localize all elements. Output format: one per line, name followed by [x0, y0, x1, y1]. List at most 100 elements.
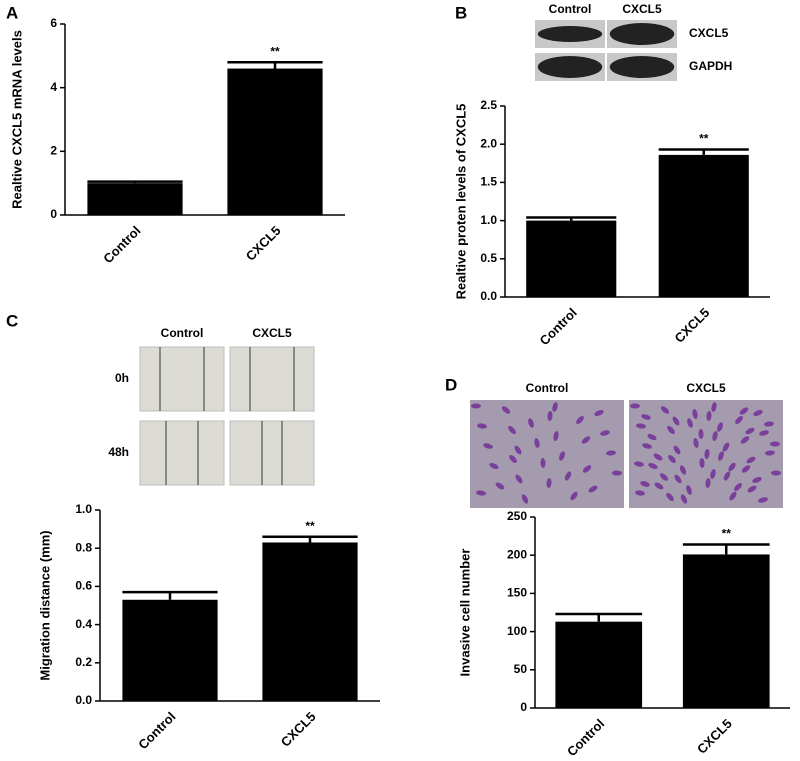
cell [747, 485, 757, 493]
cell [739, 407, 749, 415]
significance: ** [722, 527, 732, 541]
cell [553, 431, 559, 441]
cell [667, 425, 675, 435]
cell [687, 418, 693, 428]
cell [765, 450, 775, 456]
x-tick-label: CXCL5 [694, 716, 735, 757]
y-tick-label: 6 [50, 16, 57, 30]
error-bar [87, 180, 183, 184]
x-tick-label: Control [135, 709, 178, 752]
cell [653, 453, 663, 461]
image-column-label: CXCL5 [686, 381, 726, 395]
cell [741, 465, 751, 473]
cell [606, 450, 616, 456]
panel-label: C [6, 311, 18, 330]
cell [477, 423, 487, 429]
cell [686, 485, 692, 495]
cell [514, 445, 522, 455]
blot-band [609, 23, 675, 45]
blot-band [609, 56, 675, 78]
cell [552, 402, 558, 412]
cell [570, 491, 578, 501]
y-tick-label: 2.5 [480, 98, 497, 112]
cell [712, 431, 718, 441]
y-tick-label: 250 [507, 509, 527, 523]
panel: C 0.0 0.2 0.4 0.6 0.8 1.0 Migration distance (m… [6, 311, 380, 752]
y-tick-label: 2.0 [480, 136, 497, 150]
bar [87, 183, 183, 215]
y-tick-label: 0 [50, 207, 57, 221]
image-row-label: 0h [115, 371, 129, 385]
wound-image [139, 346, 225, 412]
image-column-label: Control [526, 381, 569, 395]
cell [540, 458, 546, 468]
y-tick-label: 0.4 [75, 617, 92, 631]
cell [521, 494, 529, 504]
cell [723, 471, 731, 481]
cell [476, 490, 486, 496]
cell [706, 411, 712, 421]
cell [634, 461, 644, 467]
cell [495, 482, 505, 490]
cell [588, 485, 598, 493]
y-tick-label: 1.0 [480, 213, 497, 227]
bar [227, 68, 323, 215]
cell [559, 451, 565, 461]
cell [711, 402, 717, 412]
cell [666, 492, 674, 502]
cell [636, 423, 646, 429]
blot-band [537, 26, 603, 42]
cell [698, 429, 704, 439]
y-tick-label: 50 [514, 662, 528, 676]
cell [699, 458, 705, 468]
cell [501, 406, 511, 414]
image-column-label: Control [549, 2, 592, 16]
panel: B 0.0 0.5 1.0 1.5 2.0 2.5 Realtive proten level… [453, 2, 770, 348]
cell [635, 490, 645, 496]
cell [680, 494, 688, 504]
cell [722, 442, 730, 452]
cell [508, 425, 516, 435]
y-tick-label: 150 [507, 586, 527, 600]
cell [630, 403, 640, 409]
panel-label: A [6, 3, 18, 22]
wound-image [229, 346, 315, 412]
cell [647, 433, 657, 441]
cell [642, 443, 652, 449]
cell [692, 409, 698, 419]
cell [582, 465, 592, 473]
cell [515, 474, 523, 484]
cell [672, 416, 680, 426]
cell [746, 456, 756, 464]
cell [728, 462, 736, 472]
cell [718, 451, 724, 461]
y-axis-label: Invasive cell number [457, 549, 472, 677]
significance: ** [305, 519, 315, 533]
cell [640, 481, 650, 487]
x-tick-label: Control [564, 716, 607, 759]
y-tick-label: 0.2 [75, 655, 92, 669]
bar [262, 542, 358, 701]
bar [526, 220, 617, 297]
image-row-label: CXCL5 [689, 26, 729, 40]
cell [679, 465, 687, 475]
cell [771, 470, 781, 476]
y-tick-label: 0.0 [75, 693, 92, 707]
bar [658, 154, 749, 297]
cell [668, 454, 676, 464]
cell [547, 411, 553, 421]
y-tick-label: 200 [507, 547, 527, 561]
y-tick-label: 0.6 [75, 579, 92, 593]
y-axis-label: Realtive CXCL5 mRNA levels [9, 30, 24, 209]
cell [528, 418, 534, 428]
y-tick-label: 100 [507, 624, 527, 638]
cell [564, 471, 572, 481]
image-row-label: 48h [108, 445, 129, 459]
bar [122, 599, 218, 701]
y-axis-label: Migration distance (mm) [37, 530, 52, 680]
panel-label: B [455, 3, 467, 22]
y-tick-label: 0.0 [480, 289, 497, 303]
cell [764, 421, 774, 427]
error-bar [526, 216, 617, 221]
